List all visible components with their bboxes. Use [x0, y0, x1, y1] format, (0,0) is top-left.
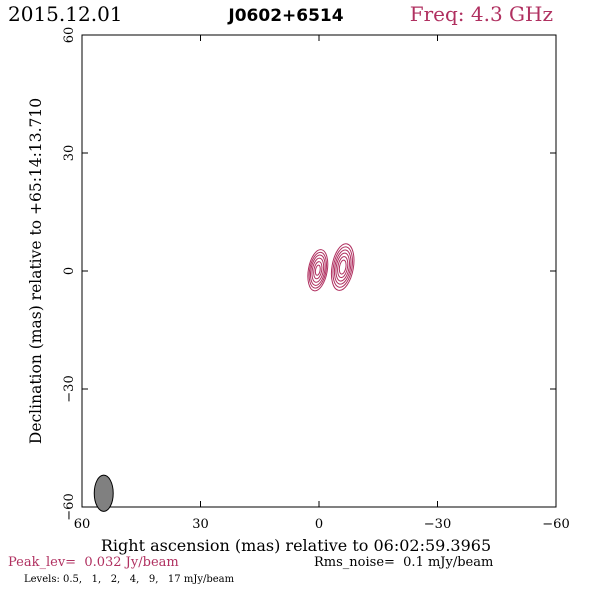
x-tick-label: 0 [315, 517, 323, 532]
header-source: J0602+6514 [227, 6, 343, 26]
contour-levels: Levels: 0.5, 1, 2, 4, 9, 17 mJy/beam [24, 574, 235, 585]
contour-line [335, 252, 350, 282]
contour-line [330, 243, 355, 291]
contour-line [309, 254, 326, 286]
y-tick-label: 60 [62, 27, 77, 44]
beam-layer [93, 474, 114, 512]
rms-noise: Rms_noise= 0.1 mJy/beam [314, 555, 493, 570]
y-tick-label: −30 [62, 375, 77, 402]
contour-line [337, 256, 349, 279]
header-date: 2015.12.01 [8, 2, 123, 26]
y-tick-label: 30 [62, 145, 77, 162]
contour-line [313, 261, 323, 280]
y-tick-label: −60 [62, 493, 77, 520]
contour-line [338, 259, 347, 275]
x-tick-label: 30 [192, 517, 209, 532]
x-tick-label: −30 [424, 517, 451, 532]
contour-line [307, 249, 329, 292]
contour-line [314, 264, 321, 276]
y-tick-label: 0 [62, 267, 77, 275]
y-axis-label: Declination (mas) relative to +65:14:13.… [27, 98, 45, 444]
x-axis-ticks: 60 30 0 −30 −60 [74, 35, 570, 532]
y-axis-ticks: −60 −30 0 30 60 [62, 27, 556, 521]
contour-line [311, 257, 325, 283]
header-freq: Freq: 4.3 GHz [410, 2, 553, 26]
beam-ellipse [93, 474, 114, 512]
x-tick-label: −60 [542, 517, 569, 532]
contour-line [308, 251, 327, 289]
contour-line [332, 246, 353, 288]
peak-level: Peak_lev= 0.032 Jy/beam [8, 555, 179, 570]
contour-line [333, 249, 352, 285]
contour-map [307, 243, 355, 292]
plot-frame [81, 34, 557, 508]
x-axis-label: Right ascension (mas) relative to 06:02:… [101, 536, 491, 555]
x-tick-label: 60 [74, 517, 91, 532]
